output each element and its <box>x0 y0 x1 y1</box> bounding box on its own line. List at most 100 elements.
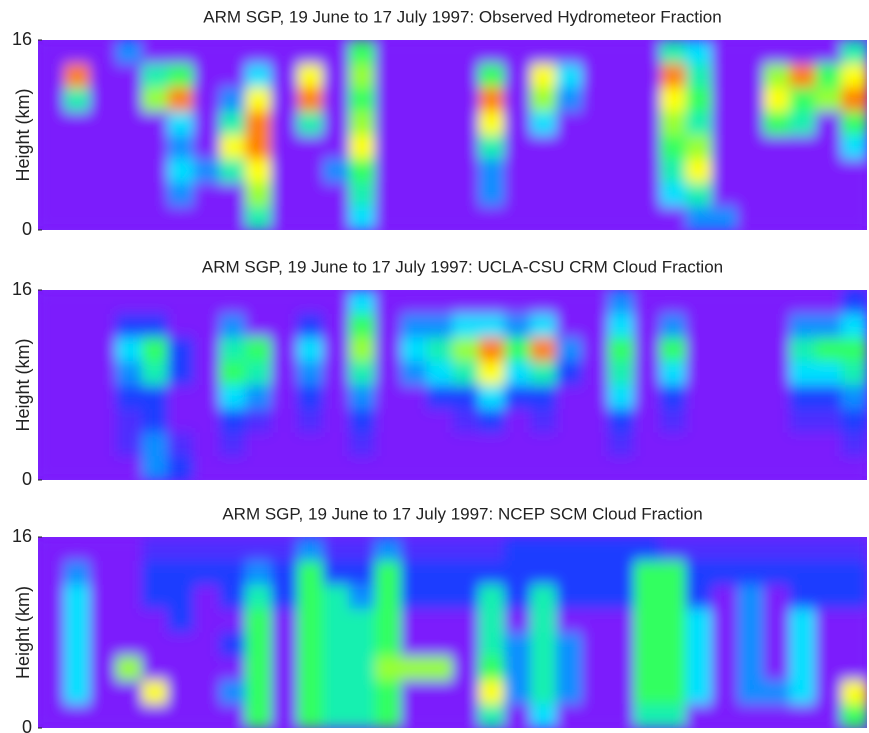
heatmap-cell <box>711 560 738 586</box>
heatmap-cell <box>426 537 453 562</box>
heatmap-cell <box>297 158 324 183</box>
heatmap-cell <box>789 290 816 315</box>
heatmap-cell <box>167 337 194 362</box>
heatmap-cell <box>63 680 91 705</box>
heatmap-cell <box>38 40 65 65</box>
heatmap-cell <box>582 158 609 183</box>
heatmap-cell <box>763 206 790 230</box>
heatmap-cell <box>659 290 687 315</box>
heatmap-cell <box>348 337 376 362</box>
heatmap-cell <box>607 313 635 338</box>
heatmap-cell <box>374 385 402 410</box>
heatmap-cell <box>374 408 402 433</box>
heatmap-cell <box>63 135 91 160</box>
heatmap-cell <box>556 158 583 183</box>
heatmap-cell <box>271 632 298 657</box>
heatmap-cell <box>737 584 764 610</box>
heatmap-cell <box>322 537 350 562</box>
heatmap-cell <box>193 680 220 705</box>
heatmap-cell <box>556 87 583 112</box>
heatmap-cell <box>556 584 583 610</box>
heatmap-cell <box>219 632 246 657</box>
heatmap-cell <box>400 456 428 480</box>
heatmap-cell <box>763 337 790 362</box>
heatmap-cell <box>737 656 764 681</box>
heatmap-cell <box>841 290 867 315</box>
heatmap-cell <box>530 560 557 586</box>
heatmap-cell <box>763 584 790 610</box>
heatmap-cell <box>426 560 453 586</box>
heatmap-cell <box>271 408 298 433</box>
heatmap-cell <box>374 313 402 338</box>
heatmap-cell <box>815 361 842 386</box>
heatmap-cell <box>607 656 635 681</box>
heatmap-cell <box>789 87 816 112</box>
y-tick-label: 0 <box>22 717 32 733</box>
heatmap-cell <box>711 40 738 65</box>
heatmap-cell <box>530 206 557 230</box>
heatmap-cell <box>193 608 220 633</box>
heatmap-cell <box>633 560 661 586</box>
heatmap-cell <box>115 313 143 338</box>
heatmap-cell <box>530 584 557 610</box>
heatmap-cell <box>478 290 505 315</box>
heatmap-cell <box>167 361 194 386</box>
heatmap-cell <box>400 560 428 586</box>
heatmap-cell <box>556 182 583 207</box>
heatmap-cell <box>374 182 402 207</box>
heatmap-cell <box>63 608 91 633</box>
heatmap-cell <box>582 560 609 586</box>
heatmap-cell <box>167 87 194 112</box>
heatmap-cell <box>607 361 635 386</box>
heatmap-cell <box>556 608 583 633</box>
heatmap-cell <box>789 313 816 338</box>
heatmap-cell <box>400 608 428 633</box>
heatmap-cell <box>452 40 479 65</box>
heatmap-cell <box>426 584 453 610</box>
heatmap-cell <box>322 313 350 338</box>
heatmap-cell <box>763 63 790 88</box>
heatmap-cell <box>763 182 790 207</box>
heatmap-cell <box>193 456 220 480</box>
heatmap-cell <box>271 680 298 705</box>
heatmap-cell <box>89 40 117 65</box>
heatmap-cell <box>841 313 867 338</box>
heatmap-cell <box>297 40 324 65</box>
heatmap-cell <box>426 456 453 480</box>
heatmap-cell <box>193 337 220 362</box>
heatmap-cell <box>478 432 505 457</box>
heatmap-cell <box>452 111 479 136</box>
heatmap-cell <box>167 656 194 681</box>
heatmap-cell <box>607 40 635 65</box>
heatmap-cell <box>63 408 91 433</box>
heatmap-cell <box>607 560 635 586</box>
heatmap-cell <box>322 182 350 207</box>
heatmap-cell <box>633 704 661 728</box>
heatmap-cell <box>193 290 220 315</box>
heatmap-cell <box>607 608 635 633</box>
heatmap-cell <box>633 537 661 562</box>
heatmap-cell <box>685 158 713 183</box>
heatmap-cell <box>478 456 505 480</box>
heatmap-cell <box>426 63 453 88</box>
heatmap-cell <box>504 206 531 230</box>
heatmap-cell <box>271 182 298 207</box>
heatmap-cell <box>89 656 117 681</box>
heatmap-cell <box>167 537 194 562</box>
heatmap-cell <box>504 337 531 362</box>
heatmap-cell <box>297 704 324 728</box>
heatmap-cell <box>841 632 867 657</box>
heatmap-cell <box>426 206 453 230</box>
heatmap-cell <box>400 135 428 160</box>
heatmap-cell <box>89 704 117 728</box>
heatmap-cell <box>530 432 557 457</box>
heatmap-cell <box>478 385 505 410</box>
heatmap-cell <box>297 337 324 362</box>
heatmap-cell <box>193 408 220 433</box>
heatmap-cell <box>789 158 816 183</box>
heatmap-cell <box>556 385 583 410</box>
heatmap-cell <box>38 408 65 433</box>
heatmap-cell <box>530 87 557 112</box>
heatmap-cell <box>815 337 842 362</box>
heatmap-cell <box>245 87 272 112</box>
